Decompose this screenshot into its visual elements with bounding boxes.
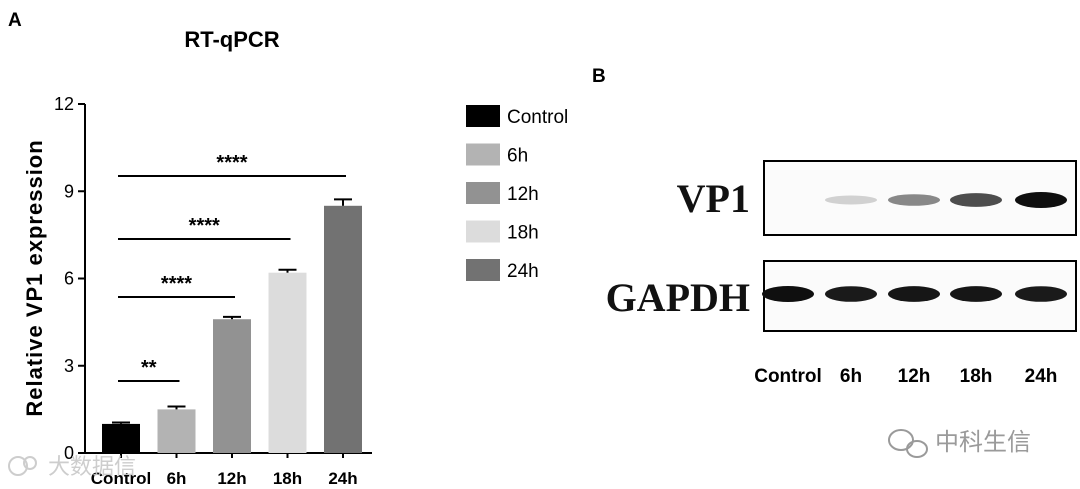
y-tick-label: 6 — [64, 269, 74, 289]
bar — [213, 319, 251, 453]
wechat-icon — [888, 429, 914, 451]
x-tick-label: Control — [91, 469, 151, 488]
lane-label: 18h — [960, 366, 993, 387]
blot-band — [950, 193, 1002, 207]
panel-b-label: B — [592, 66, 606, 87]
bars-group — [102, 198, 362, 453]
legend-label: Control — [507, 107, 568, 128]
wechat-icon-2 — [906, 440, 928, 458]
lane-label: 24h — [1025, 366, 1058, 387]
y-ticks: 0 3 6 9 12 — [54, 94, 85, 463]
blot-band — [888, 286, 940, 302]
watermark-logo-icon-2 — [23, 456, 37, 470]
blot-band — [950, 286, 1002, 302]
blot-band — [1015, 192, 1067, 208]
x-tick-label: 18h — [273, 469, 302, 488]
legend-label: 12h — [507, 184, 539, 205]
significance-label: **** — [189, 215, 220, 237]
bar — [102, 423, 140, 453]
significance-label: **** — [216, 152, 247, 174]
blot-band — [888, 194, 940, 206]
significance-label: **** — [161, 273, 192, 295]
legend-swatch — [466, 105, 500, 127]
bar — [268, 272, 307, 453]
y-tick-label: 9 — [64, 181, 74, 201]
lane-label: Control — [754, 366, 822, 387]
significance-label: ** — [141, 357, 157, 379]
watermark-logo-icon — [8, 456, 28, 476]
x-tick-label: 12h — [217, 469, 246, 488]
watermark-right-text: 中科生信 — [935, 428, 1031, 456]
legend-swatch — [466, 182, 500, 204]
western-blot: VP1 GAPDH Control 6h 12h 18h 24h — [606, 160, 1077, 387]
chart-title: RT-qPCR — [184, 27, 279, 52]
legend-label: 24h — [507, 261, 539, 282]
x-ticks: Control 6h 12h 18h 24h — [91, 453, 358, 488]
x-tick-label: 6h — [167, 469, 187, 488]
blot-row-label: VP1 — [677, 176, 750, 221]
legend-swatch — [466, 259, 500, 281]
y-tick-label: 12 — [54, 94, 74, 114]
legend-swatch — [466, 143, 500, 166]
watermark-right: 中科生信 — [888, 428, 1031, 458]
blot-band — [825, 195, 877, 205]
panel-a-label: A — [8, 10, 22, 31]
legend-swatch — [466, 220, 500, 243]
blot-row-label: GAPDH — [606, 275, 750, 320]
significance-group: ************** — [118, 152, 346, 382]
y-tick-label: 3 — [64, 356, 74, 376]
lane-label: 12h — [898, 366, 931, 387]
legend: Control 6h 12h 18h 24h — [466, 105, 568, 282]
blot-band — [825, 286, 877, 302]
y-tick-label: 0 — [64, 443, 74, 463]
bar — [157, 409, 196, 453]
watermark-left: 大数据信 — [8, 455, 136, 480]
y-axis-label: Relative VP1 expression — [22, 139, 47, 416]
blot-band — [1015, 286, 1067, 302]
bar — [324, 205, 362, 453]
lane-label: 6h — [840, 366, 862, 387]
legend-label: 6h — [507, 146, 528, 167]
x-tick-label: 24h — [328, 469, 357, 488]
blot-band — [762, 286, 814, 302]
legend-label: 18h — [507, 223, 539, 244]
watermark-left-text: 大数据信 — [48, 455, 136, 480]
